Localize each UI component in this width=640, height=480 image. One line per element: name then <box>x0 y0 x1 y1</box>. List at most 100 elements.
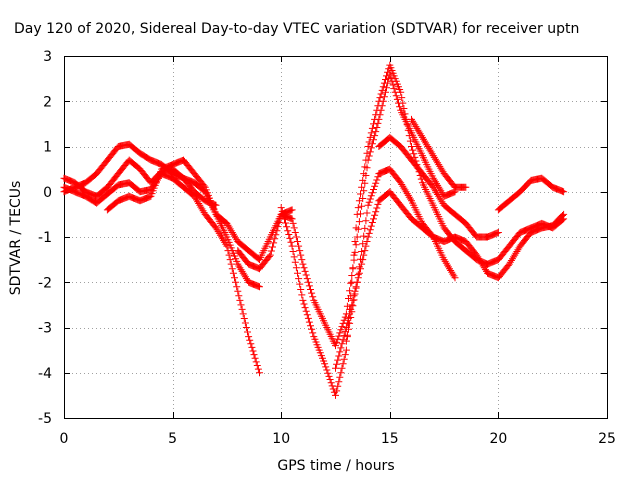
data-point <box>366 148 374 156</box>
data-point <box>425 144 433 152</box>
data-point <box>368 219 376 226</box>
data-point <box>295 275 303 283</box>
data-point <box>302 271 310 279</box>
data-point <box>300 264 308 272</box>
data-point <box>435 161 443 169</box>
data-point <box>481 266 489 274</box>
data-point <box>372 179 380 187</box>
series-arc-10 <box>408 115 470 191</box>
data-point <box>298 291 306 299</box>
data-point <box>282 219 289 227</box>
y-tick-label: 0 <box>43 185 52 201</box>
data-point <box>357 255 364 263</box>
data-point <box>397 179 405 187</box>
data-point <box>324 369 332 377</box>
data-point <box>398 181 406 188</box>
data-point <box>462 183 470 191</box>
data-point <box>236 264 244 272</box>
data-point <box>560 188 568 196</box>
x-tick-label: 20 <box>489 431 507 447</box>
data-point <box>334 382 342 390</box>
data-point <box>365 229 373 237</box>
data-point <box>410 119 418 127</box>
data-point <box>366 226 374 234</box>
data-point <box>303 275 311 283</box>
data-point <box>224 247 232 255</box>
y-tick-label: -1 <box>38 230 52 246</box>
data-point <box>235 262 243 270</box>
data-point <box>360 170 368 178</box>
data-point <box>336 348 344 356</box>
data-point <box>403 121 411 129</box>
data-point <box>279 211 287 219</box>
data-point <box>372 208 380 216</box>
data-point <box>326 376 334 383</box>
data-point <box>232 278 240 286</box>
data-point <box>337 326 345 334</box>
data-point <box>366 195 374 203</box>
data-point <box>245 333 253 341</box>
data-point <box>473 251 481 259</box>
data-point <box>256 283 263 291</box>
data-point <box>195 200 203 207</box>
data-point <box>371 115 379 123</box>
data-point <box>428 232 436 240</box>
data-point <box>292 264 300 272</box>
data-point <box>438 166 446 174</box>
data-point <box>399 182 407 190</box>
data-point <box>231 274 238 282</box>
series-arc-6 <box>277 61 568 399</box>
data-point <box>406 195 414 203</box>
data-point <box>301 267 309 275</box>
x-tick-label: 0 <box>60 431 69 447</box>
y-tick-label: 3 <box>43 49 52 65</box>
data-point <box>233 283 241 291</box>
data-point <box>238 305 246 313</box>
x-tick-label: 5 <box>168 431 177 447</box>
data-point <box>335 378 343 386</box>
series-arc-9 <box>375 133 502 241</box>
data-point <box>376 94 384 102</box>
y-tick-label: 2 <box>43 94 52 110</box>
data-point <box>440 256 448 264</box>
data-point <box>360 232 368 240</box>
y-axis-label: SDTVAR / TECUs <box>8 181 24 296</box>
data-point <box>374 173 382 181</box>
data-point <box>560 210 568 218</box>
data-point <box>335 352 343 360</box>
data-point <box>305 282 313 290</box>
data-point <box>294 238 301 245</box>
data-point <box>420 135 427 143</box>
data-point <box>327 379 335 387</box>
data-point <box>434 191 442 198</box>
data-point <box>422 139 430 147</box>
data-point <box>212 201 220 209</box>
data-point <box>507 257 515 264</box>
data-point <box>363 238 371 245</box>
data-point <box>408 115 415 123</box>
data-point <box>342 337 350 345</box>
data-point <box>351 290 359 298</box>
data-point <box>265 253 273 260</box>
data-point <box>437 164 445 172</box>
data-point <box>332 364 339 372</box>
data-point <box>231 232 238 240</box>
data-point <box>430 176 438 184</box>
data-point <box>307 322 314 330</box>
data-point <box>359 240 367 248</box>
data-point <box>433 180 440 188</box>
data-point <box>372 128 380 136</box>
data-point <box>433 189 440 197</box>
data-point <box>475 255 483 263</box>
data-point <box>223 242 231 250</box>
plot-frame <box>64 56 608 419</box>
data-point <box>336 329 344 337</box>
data-point <box>397 88 405 96</box>
data-point <box>199 207 207 215</box>
data-point <box>358 183 366 191</box>
data-point <box>308 289 316 297</box>
data-point <box>429 183 437 191</box>
data-point <box>402 188 410 196</box>
data-point <box>410 150 418 158</box>
data-point <box>218 233 225 241</box>
